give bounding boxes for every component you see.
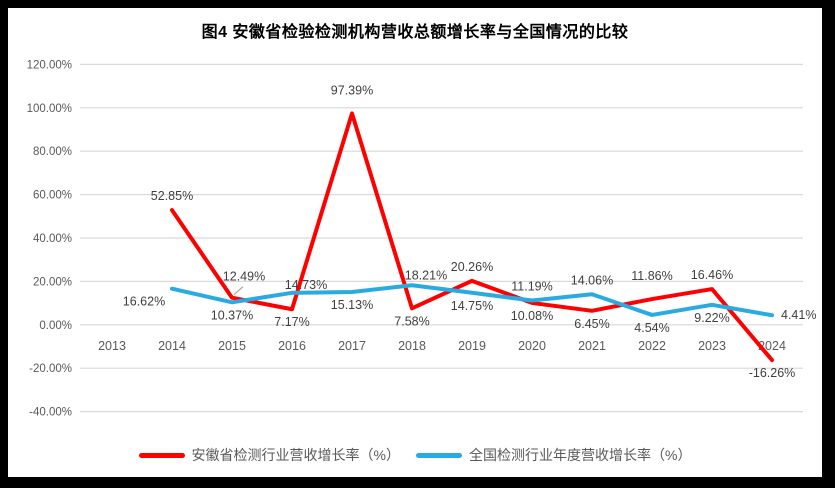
svg-text:14.75%: 14.75%: [451, 299, 493, 313]
chart-title: 图4 安徽省检验检测机构营收总额增长率与全国情况的比较: [201, 24, 629, 41]
svg-text:0.00%: 0.00%: [39, 320, 72, 332]
svg-text:100.00%: 100.00%: [27, 103, 72, 115]
svg-text:80.00%: 80.00%: [33, 146, 72, 158]
svg-text:2013: 2013: [98, 339, 126, 353]
svg-text:14.73%: 14.73%: [285, 278, 327, 292]
anhui-series-swatch-icon: [138, 452, 185, 458]
svg-text:11.19%: 11.19%: [511, 280, 552, 294]
svg-text:20.00%: 20.00%: [33, 276, 72, 288]
svg-text:-20.00%: -20.00%: [29, 363, 72, 375]
chart-canvas-area: 图4 安徽省检验检测机构营收总额增长率与全国情况的比较 120.00% 100.0…: [8, 8, 822, 477]
svg-text:2018: 2018: [398, 339, 426, 353]
svg-text:20.26%: 20.26%: [451, 260, 493, 274]
svg-text:-40.00%: -40.00%: [29, 407, 72, 419]
svg-text:7.58%: 7.58%: [394, 314, 429, 328]
svg-text:40.00%: 40.00%: [33, 233, 72, 245]
anhui-series-label: 安徽省检测行业营收增长率（%）: [191, 447, 400, 463]
svg-text:120.00%: 120.00%: [27, 59, 72, 71]
svg-text:52.85%: 52.85%: [151, 189, 193, 203]
svg-text:12.49%: 12.49%: [223, 270, 265, 284]
svg-text:2021: 2021: [578, 339, 606, 353]
svg-text:2015: 2015: [218, 339, 246, 353]
legend-item-national: 全国检测行业年度营收增长率（%）: [416, 445, 691, 465]
svg-text:16.62%: 16.62%: [123, 295, 165, 309]
svg-text:15.13%: 15.13%: [331, 298, 373, 312]
svg-text:6.45%: 6.45%: [574, 317, 609, 331]
chart-legend: 安徽省检测行业营收增长率（%） 全国检测行业年度营收增长率（%）: [8, 445, 822, 465]
legend-item-anhui: 安徽省检测行业营收增长率（%）: [138, 445, 400, 465]
svg-text:9.22%: 9.22%: [694, 311, 729, 325]
svg-text:14.06%: 14.06%: [571, 273, 613, 287]
line-chart: 120.00% 100.00% 80.00% 60.00% 40.00% 20.00% 0.…: [27, 59, 817, 419]
svg-text:11.86%: 11.86%: [631, 269, 672, 283]
svg-text:2020: 2020: [518, 339, 546, 353]
svg-text:2022: 2022: [638, 339, 666, 353]
svg-text:10.08%: 10.08%: [511, 309, 553, 323]
svg-text:2019: 2019: [458, 339, 486, 353]
svg-text:16.46%: 16.46%: [691, 268, 733, 282]
svg-text:97.39%: 97.39%: [331, 83, 373, 97]
svg-text:-16.26%: -16.26%: [749, 366, 796, 380]
svg-text:2017: 2017: [338, 339, 366, 353]
national-series-label: 全国检测行业年度营收增长率（%）: [469, 447, 692, 463]
svg-text:2016: 2016: [278, 339, 306, 353]
svg-text:60.00%: 60.00%: [33, 190, 72, 202]
svg-text:18.21%: 18.21%: [405, 268, 447, 282]
svg-text:4.41%: 4.41%: [781, 308, 816, 322]
svg-text:2023: 2023: [698, 339, 726, 353]
national-series-swatch-icon: [416, 452, 462, 458]
svg-text:4.54%: 4.54%: [634, 321, 669, 335]
svg-text:10.37%: 10.37%: [211, 308, 253, 322]
svg-text:2014: 2014: [158, 339, 186, 353]
svg-text:7.17%: 7.17%: [274, 315, 309, 329]
